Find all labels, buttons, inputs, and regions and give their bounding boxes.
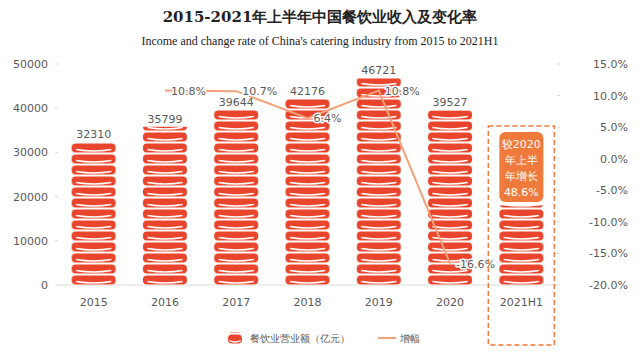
y2-tick — [557, 64, 560, 65]
line-label: 10.8% — [171, 85, 206, 98]
x-tick-label: 2020 — [436, 296, 464, 309]
y-tick-label: 10000 — [13, 235, 48, 248]
annotation: 48.6% — [504, 186, 539, 199]
x-tick-label: 2021H1 — [500, 296, 543, 309]
y-tick — [55, 152, 58, 153]
annotation: 年增长 — [505, 170, 538, 183]
bar — [286, 99, 330, 285]
legend-label: 餐饮业营业额（亿元） — [250, 333, 350, 344]
bar — [499, 205, 543, 285]
annotation: 年上半 — [505, 154, 538, 167]
title: 2015-2021年上半年中国餐饮业收入及变化率 — [163, 8, 478, 26]
labels: 32310357993964442176467213952710.8%10.7%… — [76, 64, 495, 270]
bar — [214, 110, 258, 285]
annotation: 较2020 — [502, 138, 541, 151]
x-tick-label: 2015 — [80, 296, 108, 309]
highlight-box — [488, 126, 554, 345]
y2-tick-label: 10.0% — [593, 90, 628, 103]
y2-tick-label: 5.0% — [600, 121, 628, 134]
line-label: 10.7% — [242, 85, 277, 98]
y2-tick — [557, 158, 560, 159]
bar-label: 46721 — [361, 64, 396, 77]
x-tick-label: 2019 — [365, 296, 393, 309]
bar-label: 32310 — [76, 128, 111, 141]
x-tick-label: 2016 — [151, 296, 179, 309]
y2-tick — [557, 221, 560, 222]
bar — [72, 142, 116, 285]
y2-tick — [557, 285, 560, 286]
y-tick — [55, 285, 58, 286]
y2-tick-label: -10.0% — [589, 216, 628, 229]
legend-label: 增幅 — [399, 333, 420, 344]
y2-tick-label: -15.0% — [589, 247, 628, 260]
plot-area — [72, 78, 544, 285]
y2-tick-label: 15.0% — [593, 58, 628, 71]
line-label: 6.4% — [314, 112, 342, 125]
y2-tick — [557, 190, 560, 191]
line-label: -16.6% — [456, 258, 495, 271]
y-tick — [55, 240, 58, 241]
bar-label: 42176 — [290, 85, 325, 98]
chart: 2015-2021年上半年中国餐饮业收入及变化率 Income and chang… — [0, 0, 640, 356]
y2-tick — [557, 253, 560, 254]
y2-tick-label: -20.0% — [589, 279, 628, 292]
y2-tick-label: 0.0% — [600, 153, 628, 166]
y-tick-label: 20000 — [13, 191, 48, 204]
y-tick-label: 30000 — [13, 146, 48, 159]
y-tick — [55, 108, 58, 109]
y-tick — [55, 64, 58, 65]
bar-label: 35799 — [147, 113, 182, 126]
bar — [143, 127, 187, 285]
y2-tick-label: -5.0% — [596, 184, 628, 197]
line — [165, 91, 450, 264]
y-tick — [55, 196, 58, 197]
y-tick-label: 40000 — [13, 102, 48, 115]
line-label: 10.8% — [385, 85, 420, 98]
y-tick-label: 0 — [41, 279, 48, 292]
subtitle: Income and change rate of China's cateri… — [141, 34, 498, 48]
x-tick-label: 2017 — [222, 296, 250, 309]
annotation-box — [499, 132, 543, 202]
legend-swatch — [378, 337, 396, 339]
y2-tick — [557, 95, 560, 96]
x-tick-label: 2018 — [294, 296, 322, 309]
legend-swatch — [228, 332, 242, 344]
bar-label: 39527 — [433, 96, 468, 109]
y-tick-label: 50000 — [13, 58, 48, 71]
y2-tick — [557, 127, 560, 128]
bar — [357, 78, 401, 285]
